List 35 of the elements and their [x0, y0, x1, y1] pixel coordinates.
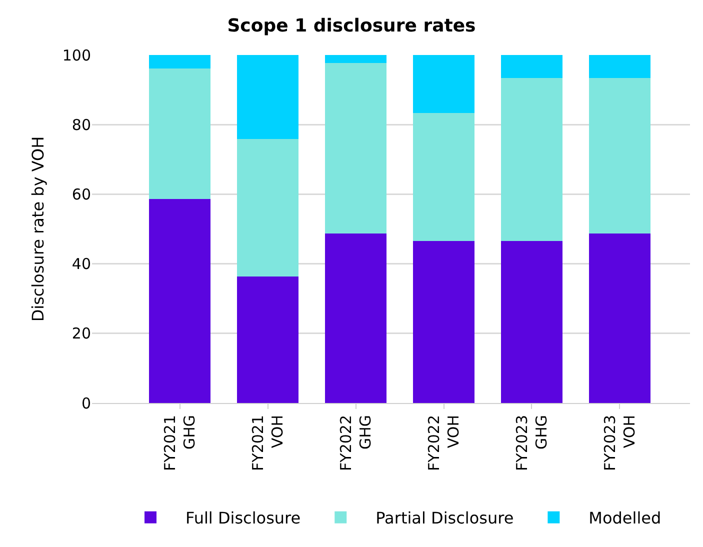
bar	[500, 55, 562, 78]
bar	[149, 199, 211, 403]
chart-title: Scope 1 disclosure rates	[227, 16, 476, 37]
bar	[412, 241, 475, 403]
bar	[412, 55, 475, 114]
bar	[237, 139, 299, 277]
bar	[325, 63, 387, 234]
bar	[325, 234, 387, 403]
legend-label: Modelled	[588, 508, 662, 528]
bar	[149, 68, 211, 200]
x-tick-label: FY2023 VOH	[600, 415, 638, 471]
bar	[500, 78, 562, 242]
bar	[588, 55, 650, 78]
x-tick-label: FY2021 GHG	[161, 415, 199, 471]
y-tick-label: 40	[72, 255, 91, 274]
x-tick-label: FY2022 VOH	[424, 415, 462, 471]
y-tick-label: 100	[62, 46, 91, 64]
bar	[149, 55, 211, 69]
y-axis-title: Disclosure rate by VOH	[28, 136, 48, 322]
y-tick-label: 60	[72, 185, 91, 204]
bar	[237, 55, 299, 140]
y-tick-label: 80	[72, 116, 91, 134]
bar	[237, 276, 299, 403]
bar	[500, 241, 562, 403]
bar	[588, 78, 650, 234]
x-tick-label: FY2021 VOH	[249, 415, 287, 471]
y-tick-label: 0	[81, 394, 91, 412]
x-tick-label: FY2022 GHG	[336, 415, 374, 471]
bar	[588, 234, 650, 403]
y-tick-label: 20	[72, 324, 91, 343]
legend-label: Full Disclosure	[186, 508, 301, 528]
legend-label: Partial Disclosure	[376, 508, 514, 528]
x-tick-label: FY2023 GHG	[512, 415, 550, 471]
bar	[412, 113, 475, 242]
bar	[325, 55, 387, 63]
